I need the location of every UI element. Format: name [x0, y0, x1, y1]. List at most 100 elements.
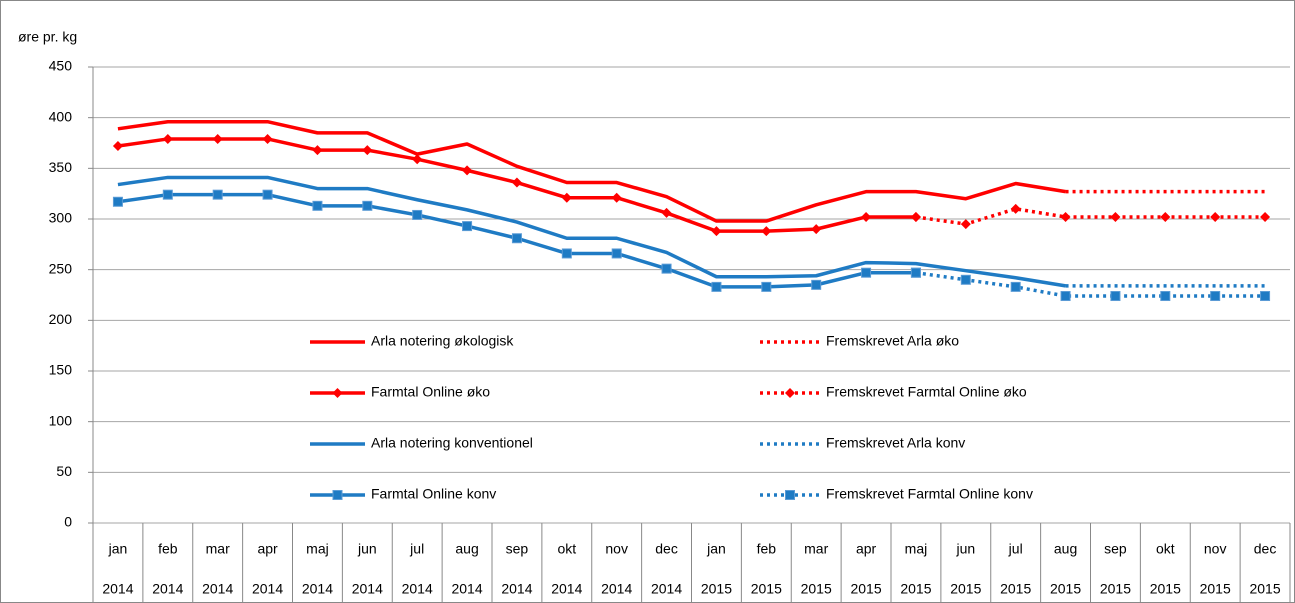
x-group-label: 2014 [551, 581, 582, 597]
x-group-label: 2015 [900, 581, 931, 597]
marker [1260, 291, 1271, 302]
marker [861, 211, 872, 222]
x-tick-label: dec [1254, 541, 1277, 557]
y-tick-label: 50 [56, 463, 72, 479]
legend-label: Fremskrevet Arla konv [826, 435, 965, 451]
marker [362, 200, 373, 211]
marker [1160, 291, 1171, 302]
marker [761, 226, 772, 237]
y-tick-label: 250 [49, 260, 73, 276]
x-group-label: 2015 [1249, 581, 1280, 597]
marker [462, 221, 473, 232]
series-line [117, 175, 1066, 288]
x-group-label: 2014 [302, 581, 333, 597]
x-tick-label: nov [1204, 541, 1227, 557]
x-group-label: 2014 [152, 581, 183, 597]
marker [1210, 291, 1221, 302]
legend-marker [332, 490, 343, 500]
x-tick-label: maj [905, 541, 928, 557]
x-tick-label: aug [1054, 541, 1077, 557]
marker [362, 145, 373, 156]
marker [412, 209, 423, 220]
marker [1110, 291, 1121, 302]
marker [561, 192, 572, 203]
marker [112, 196, 123, 207]
y-tick-label: 350 [49, 159, 73, 175]
x-group-label: 2015 [1150, 581, 1181, 597]
y-tick-label: 200 [49, 311, 73, 327]
x-tick-label: sep [1104, 541, 1127, 557]
x-group-label: 2015 [1200, 581, 1231, 597]
x-group-label: 2014 [402, 581, 433, 597]
x-tick-label: mar [206, 541, 230, 557]
marker [1010, 203, 1021, 214]
legend-label: Fremskrevet Farmtal Online konv [826, 486, 1033, 502]
x-group-label: 2014 [451, 581, 482, 597]
x-tick-label: jul [409, 541, 424, 557]
x-group-label: 2014 [601, 581, 632, 597]
y-axis-label: øre pr. kg [18, 29, 77, 45]
marker [262, 133, 273, 144]
x-group-label: 2014 [651, 581, 682, 597]
x-tick-label: dec [655, 541, 678, 557]
series-line [117, 119, 1066, 223]
series-line [915, 270, 1266, 298]
marker [861, 267, 872, 278]
x-tick-label: mar [804, 541, 828, 557]
x-group-label: 2015 [950, 581, 981, 597]
marker [1210, 211, 1221, 222]
marker [960, 274, 971, 285]
x-tick-label: jun [357, 541, 377, 557]
x-group-label: 2014 [252, 581, 283, 597]
legend-marker [785, 388, 795, 398]
x-tick-label: aug [455, 541, 478, 557]
marker [511, 177, 522, 188]
x-group-label: 2014 [102, 581, 133, 597]
marker [511, 233, 522, 244]
marker [910, 211, 921, 222]
marker [412, 154, 423, 165]
x-tick-label: maj [306, 541, 329, 557]
marker [1160, 211, 1171, 222]
marker [1060, 291, 1071, 302]
marker [611, 192, 622, 203]
x-tick-label: feb [757, 541, 777, 557]
x-group-label: 2014 [202, 581, 233, 597]
legend-marker [785, 490, 795, 500]
x-tick-label: okt [557, 541, 576, 557]
marker [811, 224, 822, 235]
marker [212, 133, 223, 144]
legend-label: Fremskrevet Arla øko [826, 333, 959, 349]
x-tick-label: jan [108, 541, 128, 557]
x-tick-label: jan [706, 541, 726, 557]
marker [561, 248, 572, 259]
legend-label: Fremskrevet Farmtal Online øko [826, 384, 1027, 400]
marker [960, 219, 971, 230]
x-group-label: 2015 [751, 581, 782, 597]
marker [1060, 211, 1071, 222]
marker [312, 200, 323, 211]
x-group-label: 2015 [801, 581, 832, 597]
marker [312, 145, 323, 156]
x-tick-label: apr [257, 541, 278, 557]
x-group-label: 2015 [1100, 581, 1131, 597]
y-tick-label: 150 [49, 362, 73, 378]
x-tick-label: sep [506, 541, 529, 557]
legend-label: Farmtal Online øko [371, 384, 490, 400]
marker [1110, 211, 1121, 222]
y-tick-label: 100 [49, 412, 73, 428]
legend-label: Arla notering økologisk [371, 333, 514, 349]
marker [711, 281, 722, 292]
legend-label: Farmtal Online konv [371, 486, 496, 502]
y-tick-label: 450 [49, 58, 73, 74]
y-tick-label: 400 [49, 108, 73, 124]
x-tick-label: nov [605, 541, 628, 557]
marker [112, 141, 123, 152]
marker [262, 189, 273, 200]
legend-marker [332, 388, 343, 398]
marker [910, 267, 921, 278]
x-group-label: 2014 [352, 581, 383, 597]
marker [761, 281, 772, 292]
